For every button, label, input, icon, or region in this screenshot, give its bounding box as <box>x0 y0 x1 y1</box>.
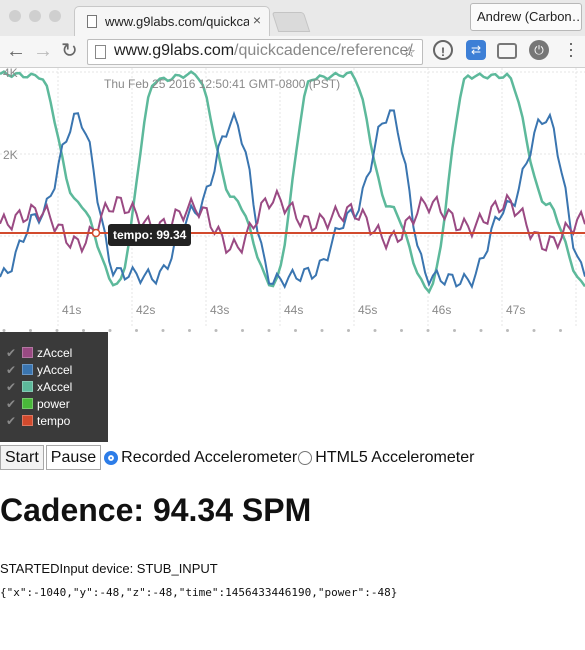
y-tick-2k: 2K <box>3 148 18 162</box>
legend-item-tempo[interactable]: ✔ tempo <box>6 412 108 429</box>
check-icon: ✔ <box>6 345 17 360</box>
check-icon: ✔ <box>6 396 17 411</box>
tempo-tooltip: tempo: 99.34 <box>108 224 192 246</box>
controls-row: Start Pause Recorded Accelerometer HTML5… <box>0 445 474 470</box>
browser-tab-strip: www.g9labs.com/quickcadence/ × Andrew (C… <box>0 0 585 36</box>
power-extension-icon[interactable]: ⏻ <box>529 40 549 60</box>
chart-legend: ✔ zAccel ✔ yAccel ✔ xAccel ✔ power ✔ tempo <box>0 332 108 442</box>
x-tick-label: 41s <box>62 303 82 317</box>
legend-swatch <box>22 347 33 358</box>
x-tick-label: 44s <box>284 303 304 317</box>
series-line-yaccel <box>0 109 585 290</box>
cast-icon[interactable] <box>497 43 517 59</box>
series-line-zaccel <box>0 188 585 255</box>
reload-icon[interactable]: ↻ <box>61 40 78 62</box>
legend-label: tempo <box>37 413 71 428</box>
new-tab-button[interactable] <box>271 12 311 32</box>
range-dot <box>108 329 112 332</box>
range-dot <box>347 329 350 332</box>
url-host: www.g9labs.com <box>114 42 235 59</box>
browser-tab[interactable]: www.g9labs.com/quickcadence/ × <box>74 6 270 36</box>
zoom-window-icon[interactable] <box>49 10 61 22</box>
range-dot <box>400 329 403 332</box>
tempo-hover-point <box>91 228 101 238</box>
back-arrow-icon[interactable]: ← <box>6 40 26 62</box>
series-line-xaccel <box>0 70 585 295</box>
range-dot <box>29 329 32 332</box>
range-dot <box>532 329 536 332</box>
browser-toolbar: ← → ↻ www.g9labs.com/quickcadence/refere… <box>0 33 585 68</box>
recorded-accelerometer-label[interactable]: Recorded Accelerometer <box>121 448 298 466</box>
tab-title: www.g9labs.com/quickcadence/ <box>105 14 249 29</box>
forward-arrow-icon[interactable]: → <box>33 40 53 62</box>
check-icon: ✔ <box>6 362 17 377</box>
legend-swatch <box>22 381 33 392</box>
check-icon: ✔ <box>6 379 17 394</box>
y-tick-4k: 4K <box>3 68 18 80</box>
sync-extension-icon[interactable]: ⇄ <box>466 40 486 60</box>
chart-svg <box>0 68 585 328</box>
legend-label: yAccel <box>37 362 73 377</box>
legend-item-xaccel[interactable]: ✔ xAccel <box>6 378 108 395</box>
legend-label: zAccel <box>37 345 73 360</box>
status-text: STARTEDInput device: STUB_INPUT <box>0 561 218 576</box>
address-bar[interactable]: www.g9labs.com/quickcadence/reference/ ☆ <box>87 39 423 65</box>
page-icon <box>95 45 106 59</box>
recorded-accelerometer-radio[interactable] <box>104 450 119 465</box>
legend-item-yaccel[interactable]: ✔ yAccel <box>6 361 108 378</box>
sample-json-readout: {"x":-1040,"y":-48,"z":-48,"time":145643… <box>0 586 398 599</box>
range-dot <box>506 329 509 332</box>
check-icon: ✔ <box>6 413 17 428</box>
url-path: /quickcadence/reference/ <box>234 42 413 59</box>
range-dot <box>267 329 271 332</box>
legend-swatch <box>22 364 33 375</box>
legend-label: xAccel <box>37 379 73 394</box>
url-text[interactable]: www.g9labs.com/quickcadence/reference/ <box>114 42 413 60</box>
range-dot <box>161 329 165 332</box>
range-dot <box>294 329 297 332</box>
chart-timestamp: Thu Feb 25 2016 12:50:41 GMT-0800 (PST) <box>104 77 341 91</box>
range-dot <box>426 329 430 332</box>
cadence-heading: Cadence: 94.34 SPM <box>0 492 312 528</box>
range-dot <box>188 329 191 332</box>
range-dot <box>559 329 562 332</box>
range-dot <box>373 329 377 332</box>
page-favicon-icon <box>87 15 97 28</box>
range-dot <box>55 329 59 332</box>
range-dot <box>214 329 218 332</box>
x-tick-label: 42s <box>136 303 156 317</box>
range-dot <box>82 329 85 332</box>
range-dot <box>320 329 324 332</box>
legend-label: power <box>37 396 70 411</box>
legend-swatch <box>22 415 33 426</box>
x-tick-label: 47s <box>506 303 526 317</box>
range-dot <box>135 329 138 332</box>
close-window-icon[interactable] <box>9 10 21 22</box>
minimize-window-icon[interactable] <box>29 10 41 22</box>
legend-item-zaccel[interactable]: ✔ zAccel <box>6 344 108 361</box>
info-extension-icon[interactable]: ! <box>433 40 453 60</box>
chart-range-dots <box>2 329 562 332</box>
range-dot <box>241 329 244 332</box>
range-dot <box>479 329 483 332</box>
legend-swatch <box>22 398 33 409</box>
pause-button[interactable]: Pause <box>45 445 102 470</box>
legend-item-power[interactable]: ✔ power <box>6 395 108 412</box>
x-tick-label: 43s <box>210 303 230 317</box>
x-tick-label: 46s <box>432 303 452 317</box>
bookmark-star-icon[interactable]: ☆ <box>402 44 416 61</box>
tab-close-icon[interactable]: × <box>252 12 261 28</box>
x-tick-label: 45s <box>358 303 378 317</box>
html5-accelerometer-radio[interactable] <box>298 450 313 465</box>
accelerometer-chart[interactable]: Thu Feb 25 2016 12:50:41 GMT-0800 (PST) … <box>0 68 585 328</box>
range-dot <box>453 329 456 332</box>
range-dot <box>2 329 6 332</box>
html5-accelerometer-label[interactable]: HTML5 Accelerometer <box>315 448 475 466</box>
profile-button[interactable]: Andrew (Carbon… <box>470 3 582 31</box>
start-button[interactable]: Start <box>0 445 44 470</box>
menu-dots-icon[interactable]: · · · <box>568 33 574 65</box>
